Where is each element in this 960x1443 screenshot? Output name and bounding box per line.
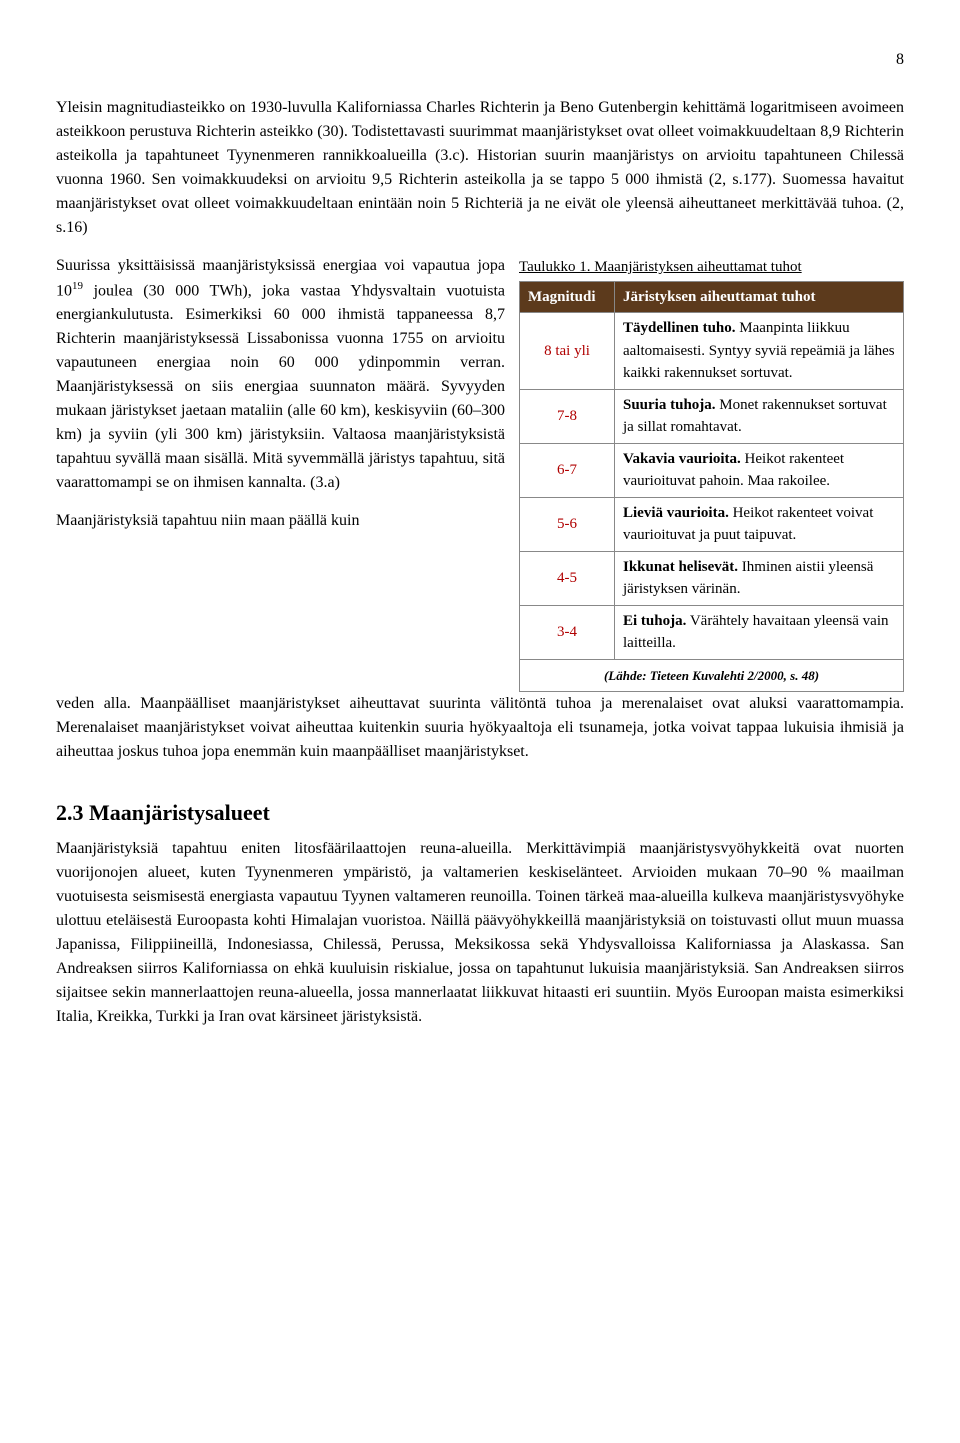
- table-title: Taulukko 1. Maanjäristyksen aiheuttamat …: [519, 256, 904, 279]
- table-row: 4-5Ikkunat helisevät. Ihminen aistii yle…: [520, 551, 904, 605]
- paragraph-3: veden alla. Maanpäälliset maanjäristykse…: [56, 692, 904, 764]
- table-row: 3-4Ei tuhoja. Värähtely havaitaan yleens…: [520, 605, 904, 659]
- cell-magnitude: 3-4: [520, 605, 615, 659]
- para2-exponent: 19: [72, 280, 83, 292]
- para2-rest: joulea (30 000 TWh), joka vastaa Yhdysva…: [56, 282, 505, 491]
- paragraph-2: Suurissa yksittäisissä maanjäristyksissä…: [56, 254, 505, 495]
- paragraph-1: Yleisin magnitudiasteikko on 1930-luvull…: [56, 96, 904, 240]
- table-source: (Lähde: Tieteen Kuvalehti 2/2000, s. 48): [520, 659, 904, 692]
- damage-table: Magnitudi Järistyksen aiheuttamat tuhot …: [519, 281, 904, 693]
- paragraph-4: Maanjäristyksiä tapahtuu eniten litosfää…: [56, 837, 904, 1029]
- cell-effect: Ei tuhoja. Värähtely havaitaan yleensä v…: [615, 605, 904, 659]
- cell-effect: Täydellinen tuho. Maanpinta liikkuu aalt…: [615, 313, 904, 390]
- th-effects: Järistyksen aiheuttamat tuhot: [615, 281, 904, 313]
- cell-magnitude: 8 tai yli: [520, 313, 615, 390]
- paragraph-3-lead: Maanjäristyksiä tapahtuu niin maan pääll…: [56, 509, 505, 533]
- cell-effect: Lieviä vaurioita. Heikot rakenteet voiva…: [615, 497, 904, 551]
- damage-table-wrap: Taulukko 1. Maanjäristyksen aiheuttamat …: [519, 256, 904, 692]
- table-row: 5-6Lieviä vaurioita. Heikot rakenteet vo…: [520, 497, 904, 551]
- cell-effect: Vakavia vaurioita. Heikot rakenteet vaur…: [615, 443, 904, 497]
- cell-magnitude: 4-5: [520, 551, 615, 605]
- cell-magnitude: 7-8: [520, 389, 615, 443]
- cell-magnitude: 5-6: [520, 497, 615, 551]
- page-number: 8: [56, 48, 904, 72]
- section-heading: 2.3 Maanjäristysalueet: [56, 796, 904, 829]
- cell-magnitude: 6-7: [520, 443, 615, 497]
- table-row: 7-8Suuria tuhoja. Monet rakennukset sort…: [520, 389, 904, 443]
- table-row: 8 tai yliTäydellinen tuho. Maanpinta lii…: [520, 313, 904, 390]
- table-row: 6-7Vakavia vaurioita. Heikot rakenteet v…: [520, 443, 904, 497]
- cell-effect: Ikkunat helisevät. Ihminen aistii yleens…: [615, 551, 904, 605]
- cell-effect: Suuria tuhoja. Monet rakennukset sortuva…: [615, 389, 904, 443]
- th-magnitude: Magnitudi: [520, 281, 615, 313]
